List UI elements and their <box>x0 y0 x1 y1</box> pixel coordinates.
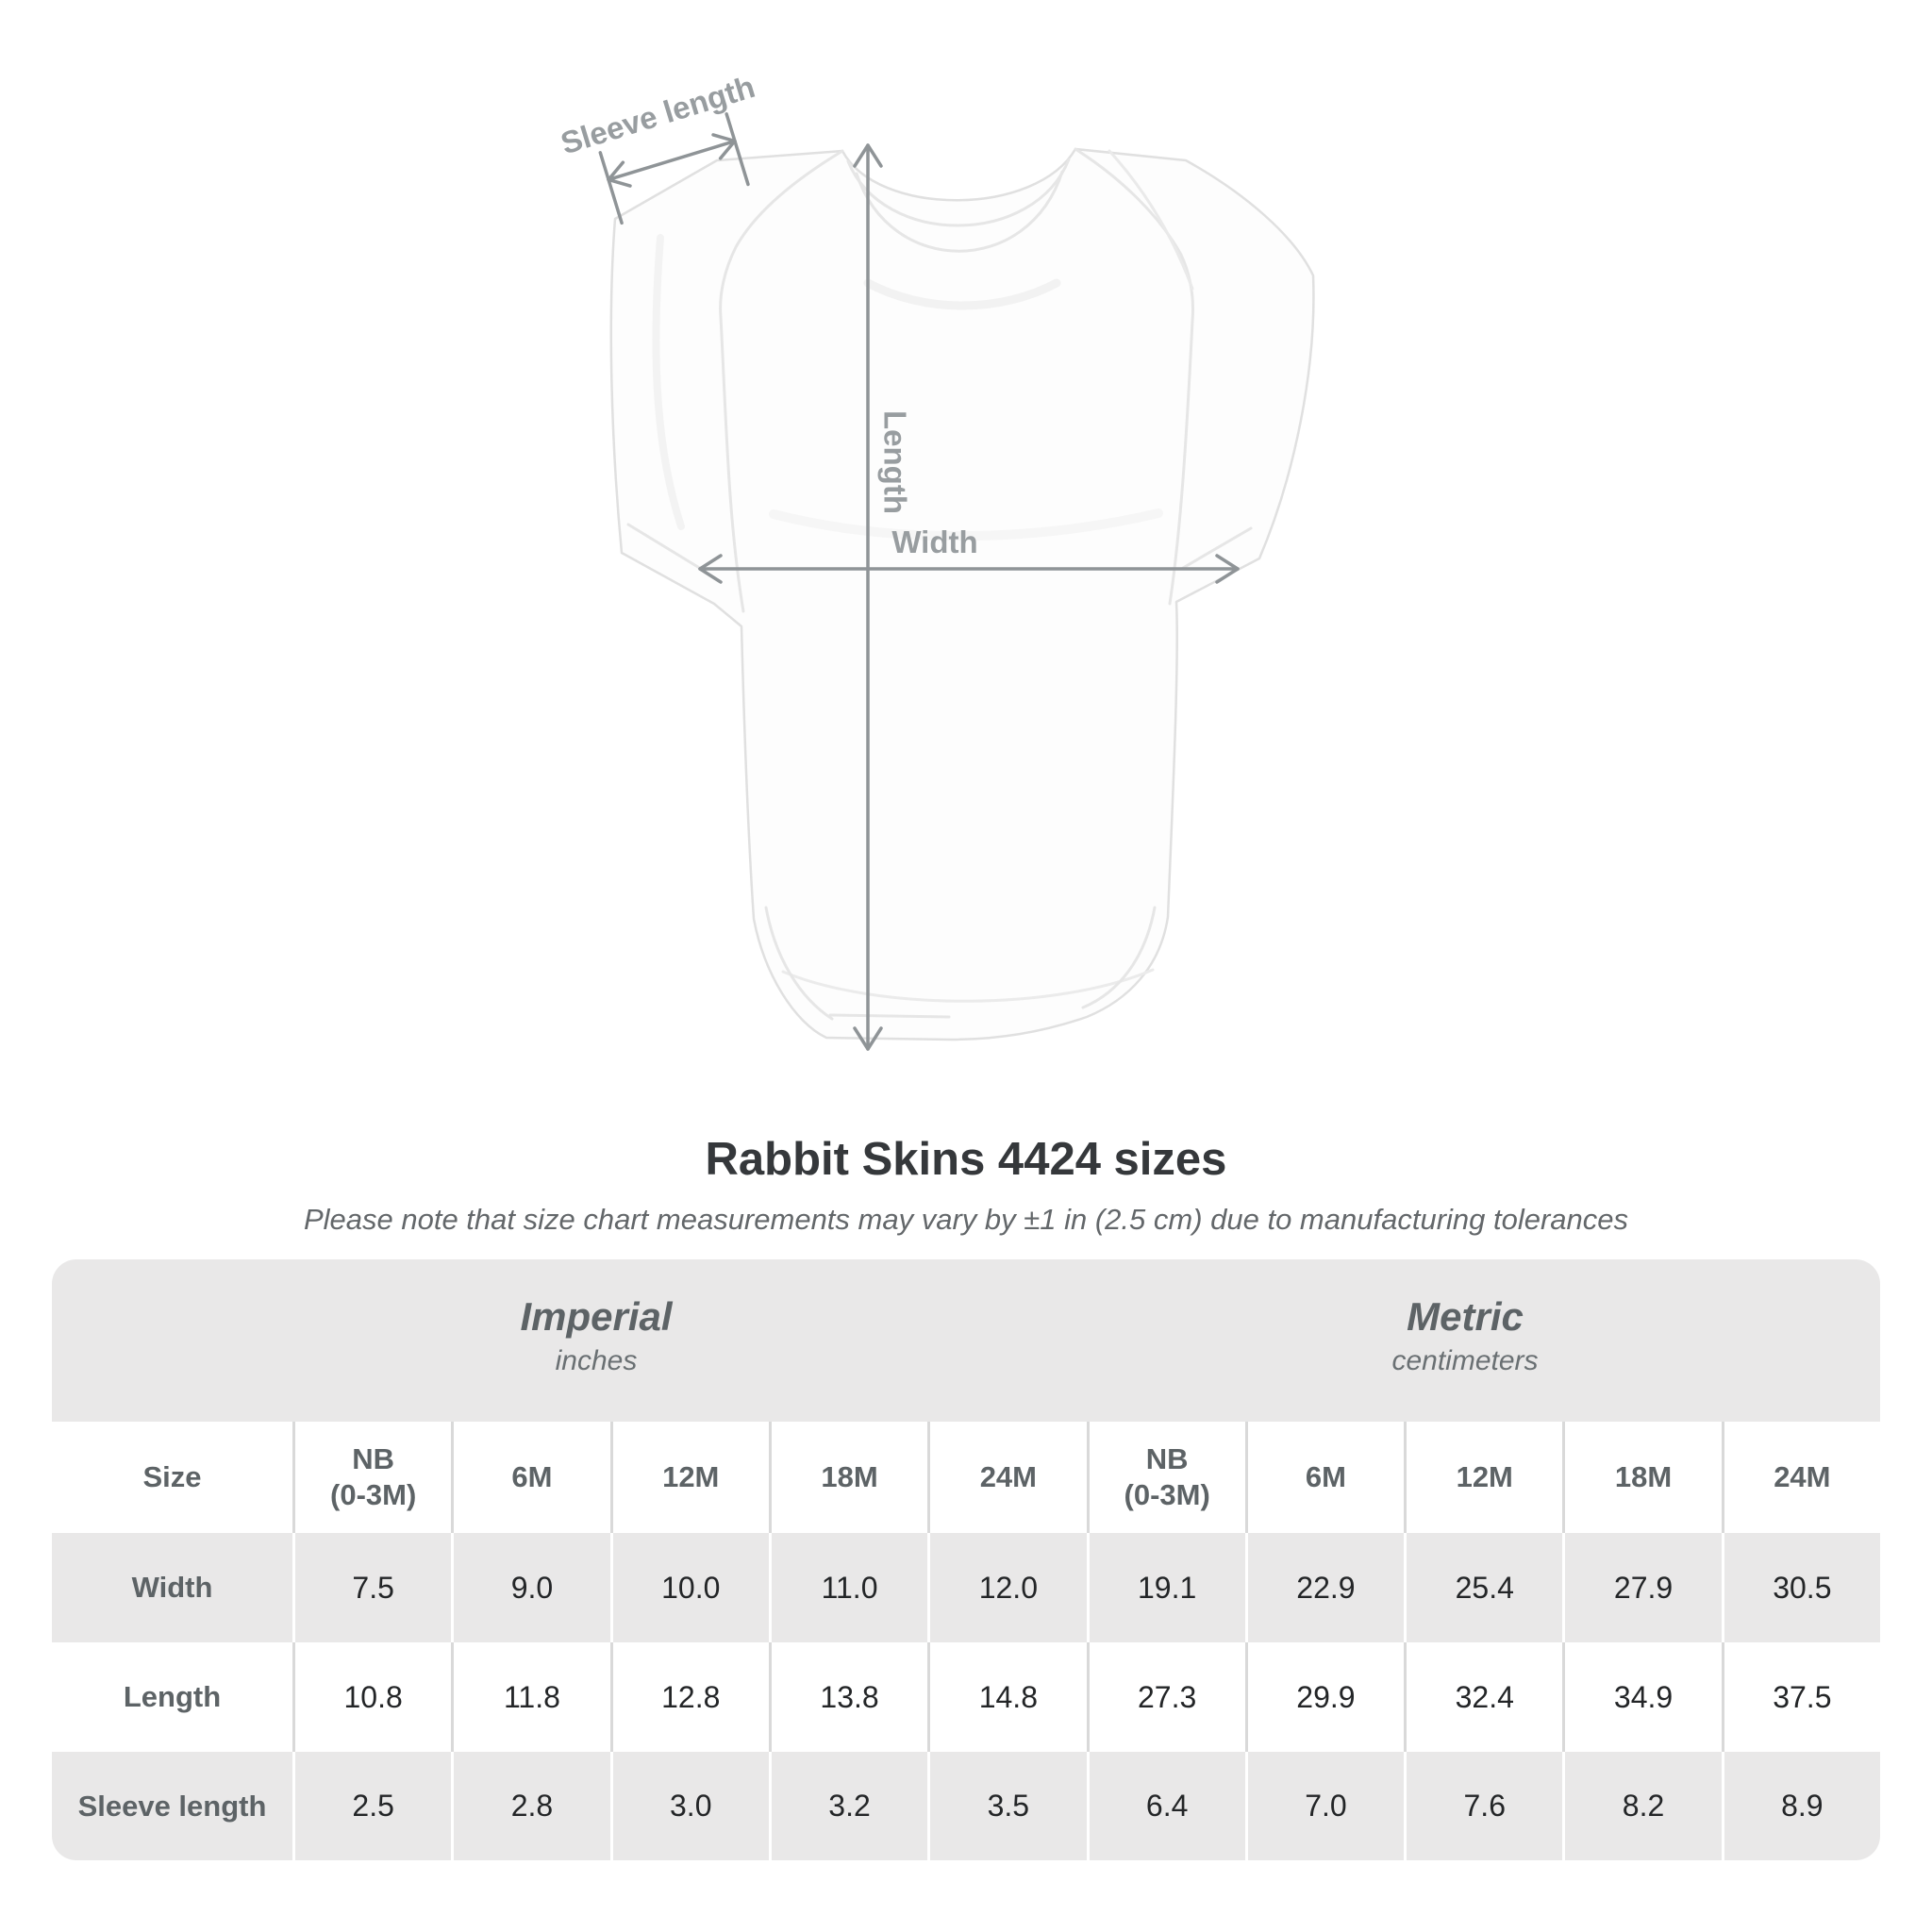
header-cell: 6M <box>451 1422 609 1533</box>
metric-header: Metric centimeters <box>1391 1293 1538 1382</box>
header-cell: 12M <box>609 1422 769 1533</box>
value-cell: 32.4 <box>1404 1642 1562 1752</box>
value-cell: 2.5 <box>292 1752 451 1860</box>
page-title: Rabbit Skins 4424 sizes <box>705 1134 1227 1185</box>
value-cell: 3.0 <box>609 1752 769 1860</box>
metric-label: Metric <box>1407 1294 1524 1339</box>
value-cell: 37.5 <box>1721 1642 1880 1752</box>
value-cell: 27.9 <box>1562 1533 1721 1642</box>
value-cell: 29.9 <box>1244 1642 1404 1752</box>
value-cell: 3.2 <box>768 1752 927 1860</box>
unit-header-band: Imperial inches Metric centimeters <box>52 1259 1880 1422</box>
length-row: Length 10.8 11.8 12.8 13.8 14.8 27.3 29.… <box>52 1642 1880 1752</box>
value-cell: 8.2 <box>1562 1752 1721 1860</box>
onesie-seams <box>626 147 1253 1021</box>
value-cell: 7.5 <box>292 1533 451 1642</box>
header-cell: 24M <box>1721 1422 1880 1533</box>
value-cell: 30.5 <box>1721 1533 1880 1642</box>
sleeve-length-row: Sleeve length 2.5 2.8 3.0 3.2 3.5 6.4 7.… <box>52 1752 1880 1860</box>
size-table: Imperial inches Metric centimeters Size … <box>52 1259 1880 1860</box>
onesie-diagram: Sleeve length Length Width <box>557 69 1315 1051</box>
length-label: Length <box>878 410 913 514</box>
value-cell: 8.9 <box>1721 1752 1880 1860</box>
value-cell: 11.8 <box>451 1642 609 1752</box>
imperial-unit: inches <box>555 1345 638 1376</box>
value-cell: 3.5 <box>927 1752 1086 1860</box>
header-cell: 6M <box>1244 1422 1404 1533</box>
value-cell: 22.9 <box>1244 1533 1404 1642</box>
header-cell: 12M <box>1404 1422 1562 1533</box>
value-cell: 19.1 <box>1086 1533 1245 1642</box>
value-cell: 10.8 <box>292 1642 451 1752</box>
value-cell: 6.4 <box>1086 1752 1245 1860</box>
value-cell: 13.8 <box>768 1642 927 1752</box>
value-cell: 7.6 <box>1404 1752 1562 1860</box>
value-cell: 7.0 <box>1244 1752 1404 1860</box>
header-cell: NB (0-3M) <box>292 1422 451 1533</box>
imperial-label: Imperial <box>520 1294 673 1339</box>
width-label: Width <box>891 525 977 559</box>
value-cell: 2.8 <box>451 1752 609 1860</box>
width-arrow <box>698 554 1240 584</box>
onesie-shape <box>609 147 1315 1041</box>
column-header-row: Size NB (0-3M) 6M 12M 18M 24M N <box>52 1422 1880 1533</box>
length-arrow <box>853 143 883 1051</box>
size-column-header: Size <box>142 1460 202 1493</box>
row-label: Sleeve length <box>77 1789 267 1823</box>
row-label: Width <box>131 1571 213 1604</box>
imperial-header: Imperial inches <box>520 1293 672 1382</box>
value-cell: 25.4 <box>1404 1533 1562 1642</box>
metric-unit: centimeters <box>1391 1345 1539 1376</box>
value-cell: 27.3 <box>1086 1642 1245 1752</box>
value-cell: 34.9 <box>1562 1642 1721 1752</box>
header-cell: 18M <box>768 1422 927 1533</box>
header-cell: 18M <box>1562 1422 1721 1533</box>
value-cell: 11.0 <box>768 1533 927 1642</box>
value-cell: 12.8 <box>609 1642 769 1752</box>
header-cell: NB (0-3M) <box>1086 1422 1245 1533</box>
row-label: Length <box>123 1680 222 1713</box>
width-row: Width 7.5 9.0 10.0 11.0 12.0 19.1 22.9 2… <box>52 1533 1880 1642</box>
tolerance-note: Please note that size chart measurements… <box>303 1203 1629 1236</box>
value-cell: 10.0 <box>609 1533 769 1642</box>
value-cell: 14.8 <box>927 1642 1086 1752</box>
onesie-illustration <box>609 147 1315 1041</box>
value-cell: 12.0 <box>927 1533 1086 1642</box>
header-cell: 24M <box>927 1422 1086 1533</box>
value-cell: 9.0 <box>451 1533 609 1642</box>
